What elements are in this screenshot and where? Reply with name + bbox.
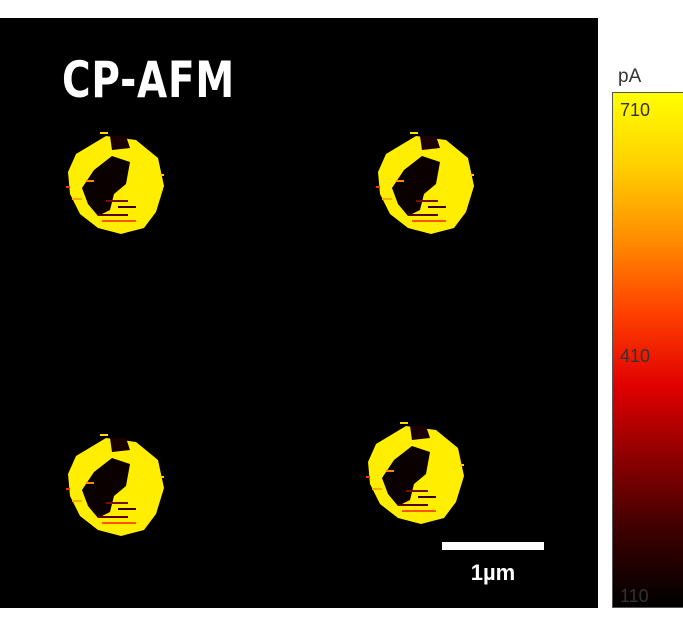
scale-bar-label: 1µm — [470, 560, 516, 585]
colorbar-unit: pA — [618, 66, 642, 87]
afm-current-map: CP-AFM — [0, 18, 598, 608]
colorbar — [612, 92, 683, 608]
image-title: CP-AFM — [62, 51, 236, 109]
colorbar-tick-min: 110 — [620, 586, 649, 606]
scale-bar — [442, 542, 544, 550]
colorbar-tick-mid: 410 — [620, 346, 651, 366]
colorbar-tick-max: 710 — [620, 100, 651, 120]
